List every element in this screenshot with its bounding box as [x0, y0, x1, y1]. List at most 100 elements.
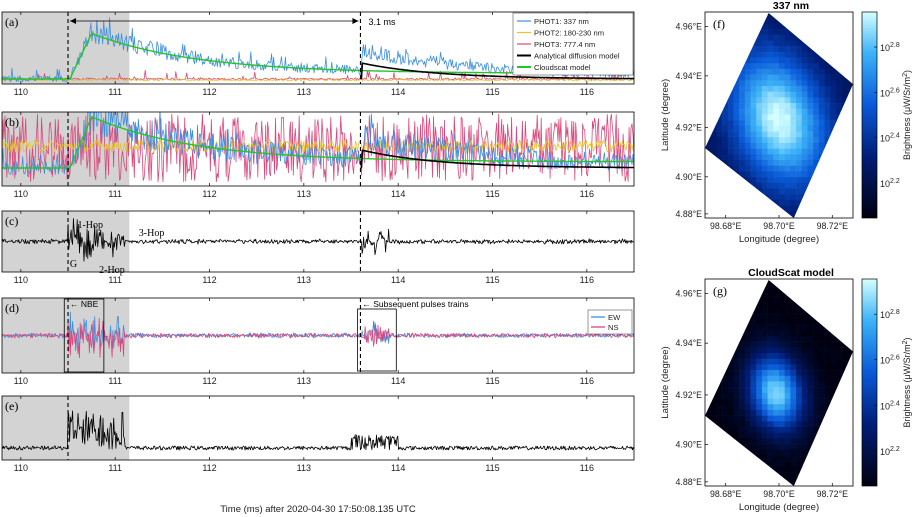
- x-tick-label: 98.72°E: [817, 489, 849, 499]
- heatmap-cell: [773, 114, 780, 121]
- heatmap-cell: [784, 194, 791, 201]
- heatmap-cell: [744, 324, 751, 331]
- heatmap-cell: [750, 398, 757, 405]
- heatmap-cell: [784, 432, 791, 439]
- heatmap-cell: [796, 404, 803, 411]
- heatmap-cell: [739, 404, 746, 411]
- heatmap-cell: [744, 154, 751, 161]
- heatmap-cell: [722, 108, 729, 115]
- heatmap-cell: [847, 490, 853, 496]
- heatmap-cell: [790, 364, 797, 371]
- heatmap-cell: [750, 381, 757, 388]
- heatmap-cell: [790, 63, 797, 70]
- label-end: ): [902, 337, 912, 340]
- heatmap-cell: [818, 387, 825, 394]
- heatmap-cell: [779, 160, 785, 166]
- heatmap-cell: [733, 398, 740, 405]
- heatmap-cell: [790, 74, 797, 81]
- heatmap-cell: [824, 330, 831, 337]
- heatmap-cell: [790, 341, 797, 348]
- heatmap-cell: [710, 409, 717, 416]
- y-axis-label: Latitude (degree): [660, 346, 671, 418]
- heatmap-cell: [705, 142, 711, 149]
- heatmap-cell: [796, 432, 803, 439]
- legend-entry: Analytical diffusion model: [534, 52, 620, 61]
- heatmap-cell: [824, 347, 831, 354]
- heatmap-cell: [779, 370, 785, 377]
- colorbar-tick-label: 102.8: [880, 42, 900, 53]
- heatmap-cell: [813, 318, 820, 325]
- heatmap-cell: [818, 347, 825, 354]
- x-tick-label: 115: [485, 87, 499, 97]
- heatmap-cell: [835, 375, 842, 382]
- heatmap-cell: [710, 398, 717, 405]
- heatmap-cell: [733, 370, 740, 377]
- heatmap-cell: [767, 154, 774, 161]
- heatmap-cell: [784, 358, 791, 365]
- heatmap-cell: [784, 415, 791, 422]
- heatmap-cell: [796, 108, 803, 115]
- heatmap-cell: [750, 131, 757, 138]
- heatmap-cell: [830, 375, 837, 382]
- heatmap-cell: [722, 154, 729, 161]
- heatmap-cell: [847, 347, 853, 354]
- heatmap-cell: [807, 438, 814, 445]
- heatmap-cell: [767, 188, 774, 195]
- heatmap-cell: [761, 353, 768, 359]
- heatmap-cell: [756, 415, 763, 422]
- heatmap-cell: [767, 341, 774, 348]
- heatmap-cell: [790, 313, 797, 320]
- heatmap-cell: [756, 63, 763, 70]
- x-tick-label: 114: [391, 87, 405, 97]
- label-superscript: 2: [902, 73, 909, 77]
- heatmap-cell: [767, 125, 774, 132]
- heatmap-cell: [750, 324, 757, 331]
- heatmap-cell: [796, 364, 803, 371]
- heatmap-cell: [824, 114, 831, 121]
- heatmap-cell: [779, 57, 785, 64]
- x-tick-label: 113: [297, 275, 311, 285]
- heatmap-cell: [801, 171, 808, 178]
- heatmap-cell: [847, 80, 853, 87]
- heatmap-cell: [773, 57, 780, 64]
- heatmap-cell: [722, 387, 729, 394]
- heatmap-cell: [756, 398, 763, 405]
- heatmap-cell: [801, 86, 808, 92]
- heatmap-cell: [756, 80, 763, 87]
- heatmap-cell: [727, 427, 734, 433]
- heatmap-cell: [790, 154, 797, 161]
- heatmap-cell: [739, 364, 746, 371]
- heatmap-cell: [807, 148, 814, 155]
- heatmap-cell: [830, 364, 837, 371]
- heatmap-cell: [813, 330, 820, 337]
- heatmap-cell: [750, 80, 757, 87]
- heatmap-cell: [813, 120, 820, 127]
- heatmap-cell: [807, 171, 814, 178]
- heatmap-cell: [824, 97, 831, 104]
- heatmap-cell: [784, 466, 791, 473]
- heatmap-cell: [733, 148, 740, 155]
- heatmap-cell: [761, 63, 768, 70]
- heatmap-cell: [796, 341, 803, 348]
- heatmap-cell: [796, 449, 803, 456]
- heatmap-cell: [745, 490, 751, 496]
- heatmap-cell: [767, 80, 774, 87]
- x-tick-label: 112: [202, 189, 216, 199]
- heatmap-cell: [716, 120, 723, 127]
- heatmap-cell: [807, 335, 814, 342]
- heatmap-cell: [773, 358, 780, 365]
- heatmap-cell: [727, 392, 734, 399]
- heatmap-cell: [824, 103, 831, 110]
- heatmap-cell: [801, 404, 808, 411]
- heatmap-cell: [773, 404, 780, 411]
- heatmap-cell: [796, 324, 803, 331]
- heatmap-cell: [761, 103, 768, 110]
- heatmap-cell: [767, 290, 774, 297]
- heatmap-cell: [756, 125, 763, 132]
- legend-entry: PHOT3: 777.4 nm: [534, 40, 595, 49]
- heatmap-cell: [773, 324, 780, 331]
- heatmap-cell: [790, 46, 797, 53]
- heatmap-cell: [801, 318, 808, 325]
- heatmap-cell: [761, 427, 768, 433]
- heatmap-cell: [818, 125, 825, 132]
